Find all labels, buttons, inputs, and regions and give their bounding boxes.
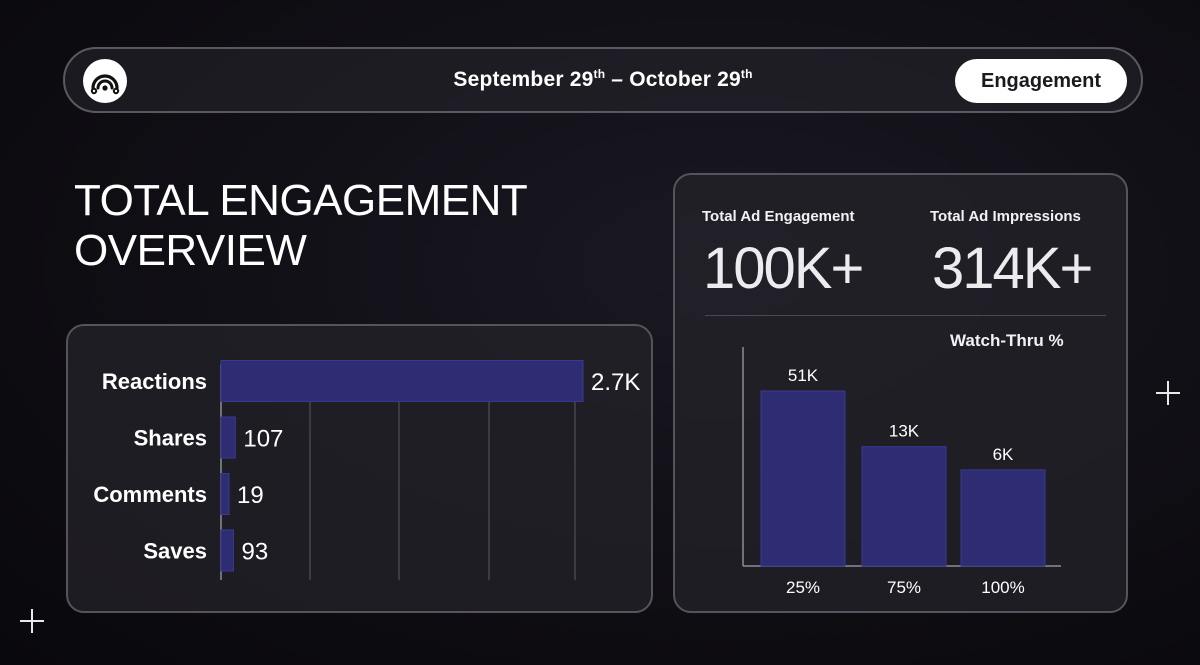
value-label: 93 [241, 539, 268, 566]
page-title-line2: OVERVIEW [74, 226, 307, 275]
page-title: TOTAL ENGAGEMENT OVERVIEW [74, 176, 528, 276]
bar-shares [220, 416, 236, 459]
header-bar: September 29th – October 29th Engagement [63, 47, 1143, 113]
kpi-divider [705, 315, 1106, 316]
gauge-logo-icon [90, 74, 120, 95]
ad-stats-panel: Total Ad Engagement 100K+ Total Ad Impre… [673, 173, 1128, 613]
bar-100pct [960, 469, 1046, 567]
page-title-line1: TOTAL ENGAGEMENT [74, 176, 528, 225]
value-label: 6K [993, 445, 1014, 464]
kpi-engagement-label: Total Ad Engagement [702, 208, 855, 225]
category-label: 75% [887, 578, 921, 597]
bar-reactions [220, 360, 584, 402]
date-start-suffix: th [593, 67, 606, 81]
engagement-breakdown-panel: Reactions 2.7K Shares 107 Comments 19 Saves 93 [66, 324, 653, 613]
date-start: September 29 [453, 68, 594, 91]
category-label: Shares [134, 426, 207, 451]
kpi-impressions-label: Total Ad Impressions [930, 208, 1081, 225]
value-label: 13K [889, 422, 920, 441]
category-label: Comments [93, 482, 207, 507]
value-label: 51K [788, 366, 819, 385]
plus-decoration-icon [1156, 381, 1180, 405]
category-label: 25% [786, 578, 820, 597]
logo[interactable] [83, 59, 127, 103]
date-separator: – [605, 68, 630, 91]
value-label: 2.7K [591, 369, 640, 396]
bar-25pct [760, 390, 846, 567]
watch-thru-chart: 51K 25% 13K 75% 6K 100% [742, 347, 1061, 597]
category-label: Saves [143, 539, 207, 564]
value-label: 107 [243, 426, 283, 453]
engagement-breakdown-chart: Reactions 2.7K Shares 107 Comments 19 Saves 93 [93, 360, 640, 580]
date-range: September 29th – October 29th [65, 67, 1141, 92]
value-label: 19 [237, 482, 264, 509]
plus-decoration-icon [20, 609, 44, 633]
bar-saves [220, 529, 234, 572]
engagement-button[interactable]: Engagement [955, 59, 1127, 103]
kpi-impressions-value: 314K+ [932, 236, 1093, 301]
bar-comments [220, 473, 230, 515]
kpi-engagement-value: 100K+ [703, 236, 864, 301]
category-label: 100% [981, 578, 1024, 597]
date-end-suffix: th [740, 67, 753, 81]
category-label: Reactions [102, 369, 207, 394]
bar-75pct [861, 446, 947, 567]
watch-thru-title: Watch-Thru % [950, 331, 1064, 350]
date-end: October 29 [629, 68, 741, 91]
